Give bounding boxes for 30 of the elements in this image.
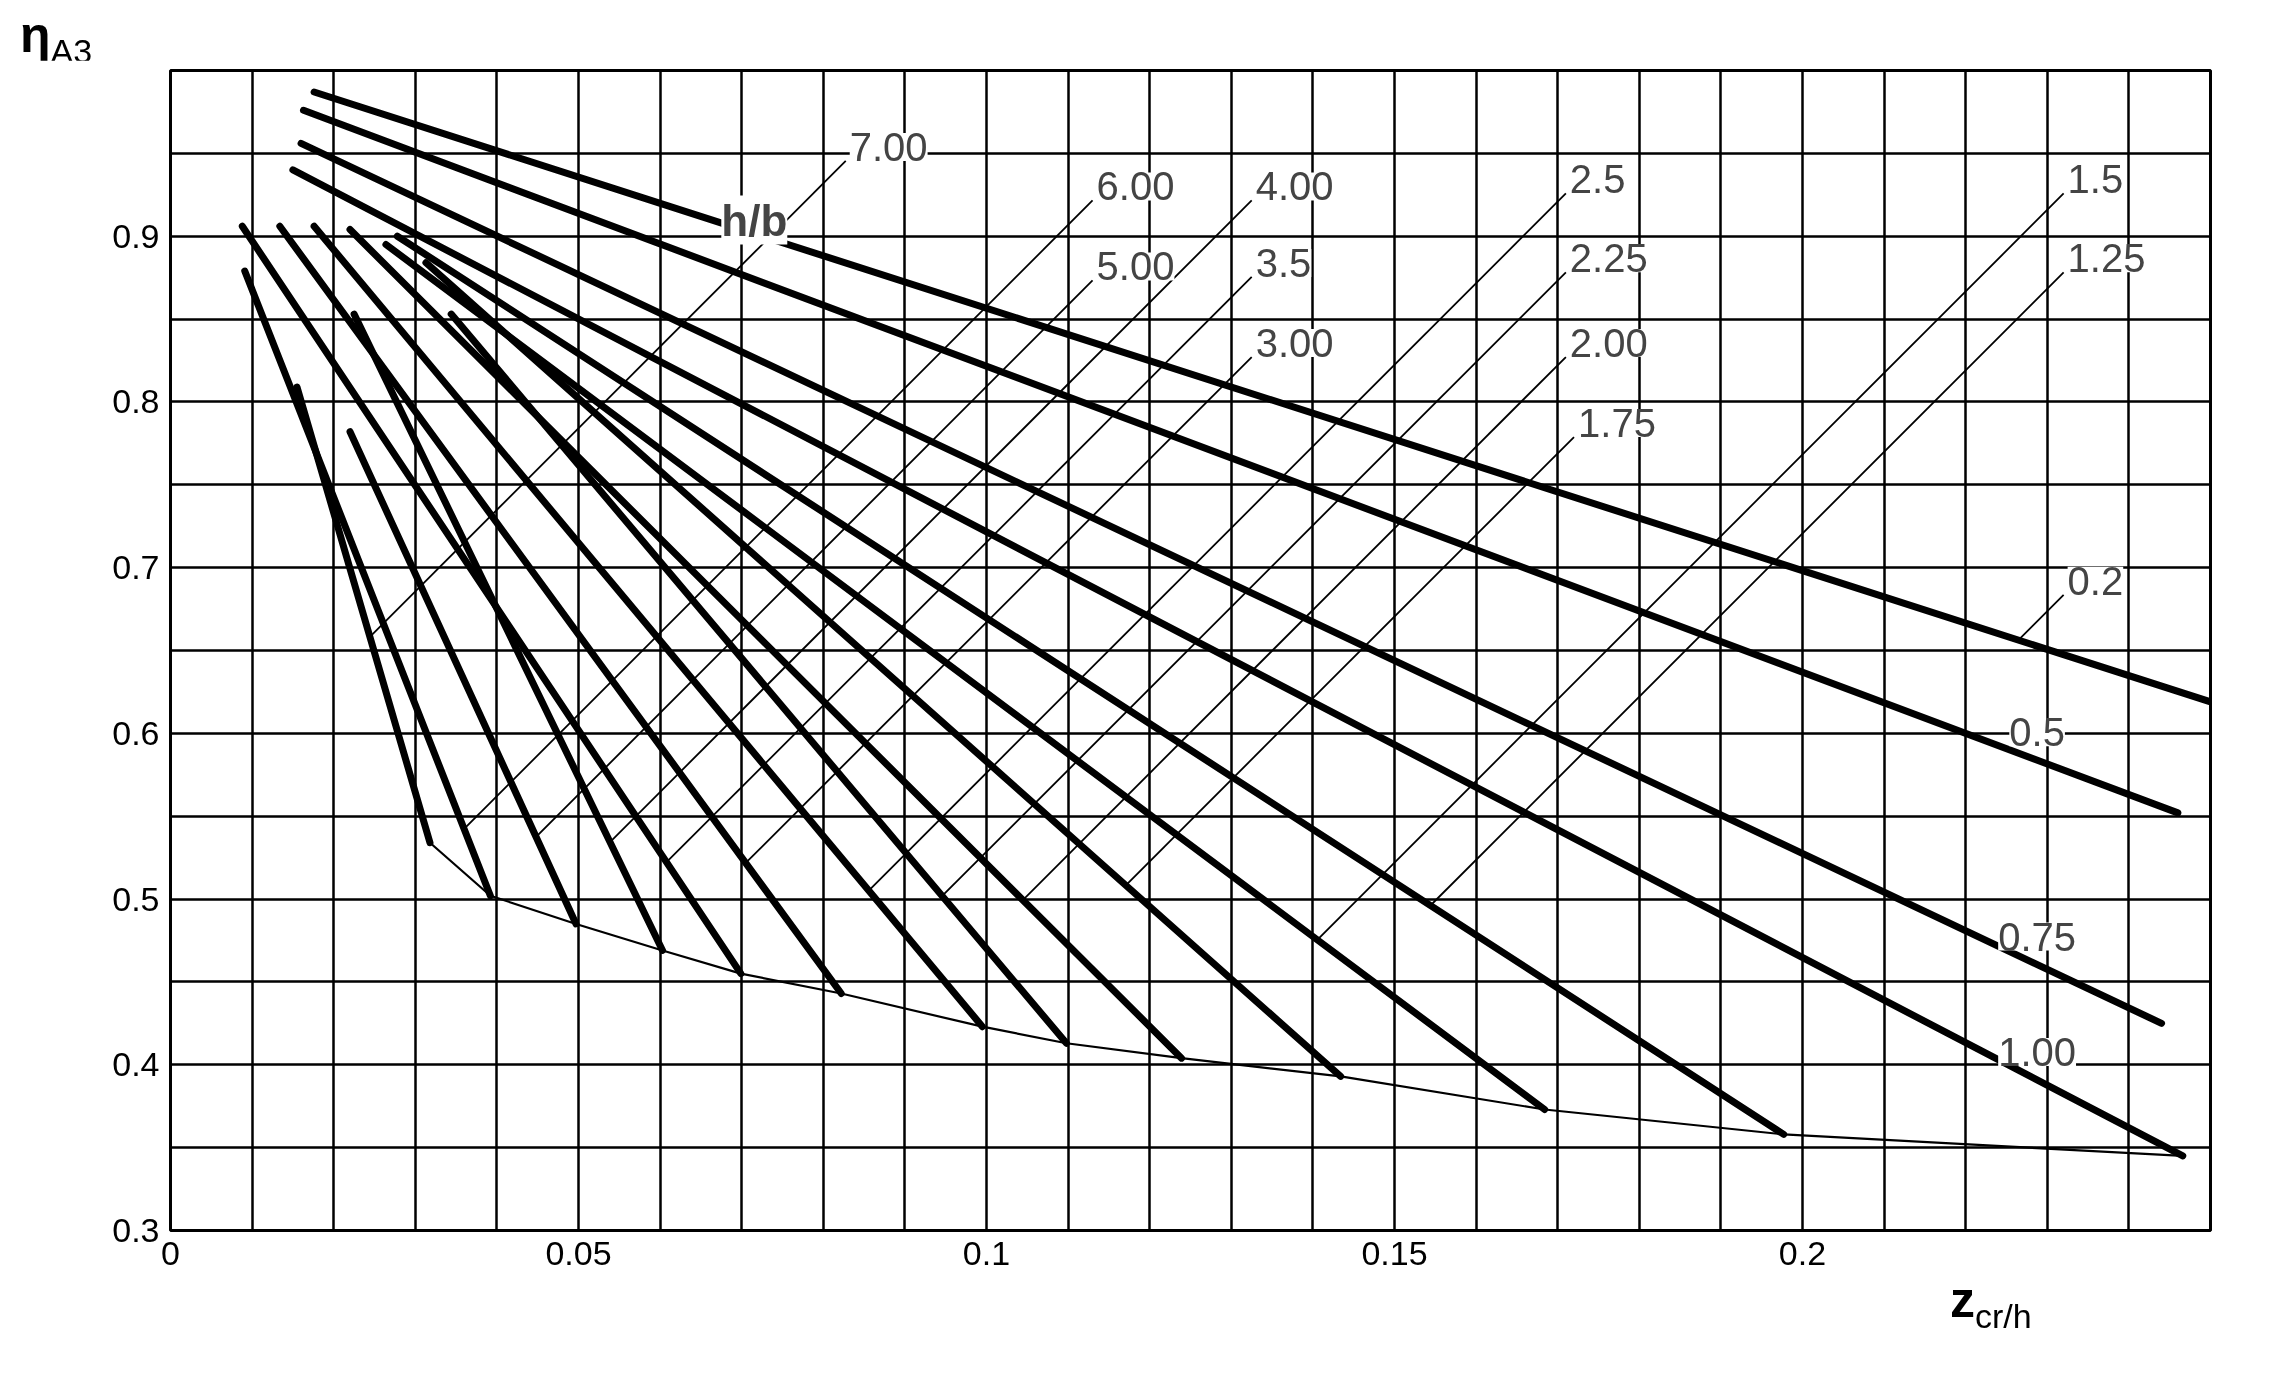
text: 4.00	[1255, 164, 1334, 209]
y-tick-label: 0.3	[112, 1211, 160, 1249]
y-tick-label: 0.7	[112, 548, 160, 587]
text: 7.00	[849, 124, 928, 169]
text: 1.5	[2067, 157, 2124, 202]
series-label: 0.2	[2067, 558, 2124, 603]
y-tick-label: 0.9	[112, 216, 160, 255]
text: 2.25	[1569, 236, 1648, 281]
text: 2.00	[1569, 321, 1648, 366]
text: 1.75	[1578, 401, 1656, 446]
x-tick-label: 0.1	[962, 1233, 1011, 1272]
text: 3.00	[1255, 321, 1334, 366]
series-label: 1.00	[1998, 1029, 2077, 1074]
y-tick-label: 0.5	[112, 879, 160, 918]
text: 2.5	[1569, 157, 1626, 202]
x-tick-label: 0.2	[1778, 1233, 1827, 1272]
y-tick-label: 0.8	[112, 382, 160, 421]
text: 3.5	[1255, 240, 1312, 285]
x-tick-label: 0.15	[1361, 1233, 1428, 1272]
text: 6.00	[1096, 164, 1175, 209]
series-label: 0.75	[1998, 914, 2077, 959]
legend-title: h/b	[721, 195, 788, 245]
x-axis-title: z$_{cr/h}$	[1950, 1272, 2032, 1335]
series-label: 0.5	[2009, 710, 2065, 755]
y-tick-label: 0.4	[112, 1045, 160, 1084]
x-tick-label: 0	[161, 1233, 180, 1272]
text: 1.25	[2067, 236, 2146, 281]
text: 5.00	[1096, 244, 1175, 289]
x-tick-label: 0.05	[545, 1233, 612, 1272]
y-tick-label: 0.6	[112, 713, 160, 752]
